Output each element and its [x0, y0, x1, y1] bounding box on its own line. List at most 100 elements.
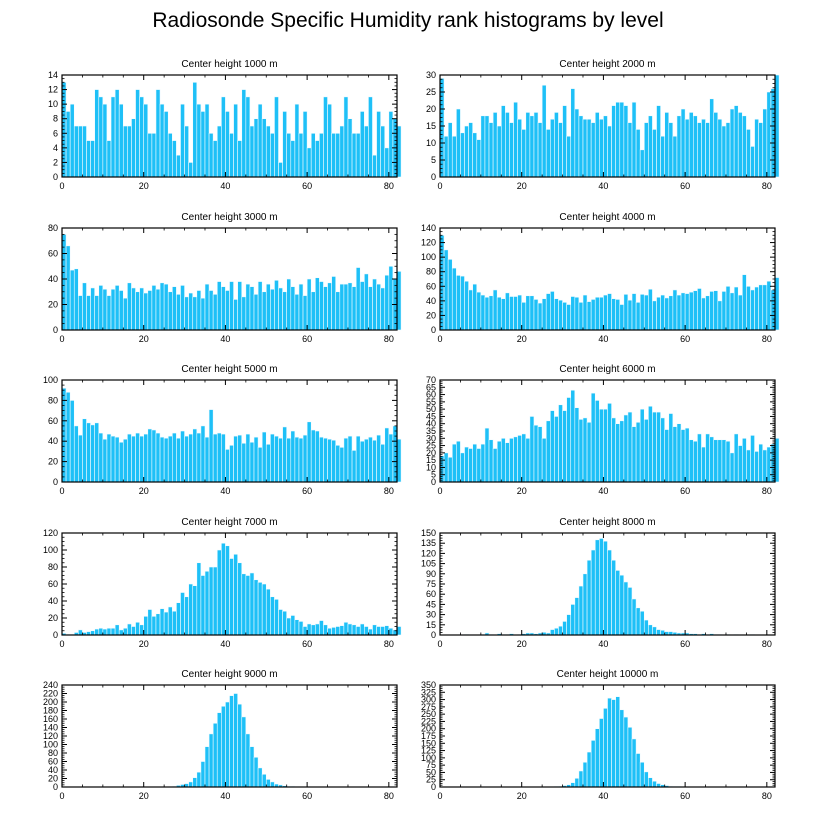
bar	[713, 290, 719, 331]
bar	[302, 111, 308, 178]
panel-4: Center height 4000 m 0 20 40 60 80 0 20 40 60 80 10…	[421, 212, 780, 344]
y-tick-label: 250	[421, 709, 436, 719]
bar	[484, 115, 490, 178]
y-tick-label: 30	[426, 433, 436, 443]
x-tick-label: 0	[59, 486, 64, 496]
bar	[774, 277, 780, 331]
bar	[607, 697, 612, 788]
bar	[384, 625, 390, 636]
bar	[200, 297, 206, 331]
bar	[147, 290, 153, 331]
bar	[131, 435, 136, 483]
bar	[368, 96, 373, 178]
bar	[660, 629, 665, 636]
bar	[69, 269, 75, 331]
bar	[200, 111, 206, 178]
bar	[701, 118, 706, 178]
bar	[754, 118, 759, 178]
y-tick-label: 60	[48, 249, 58, 259]
y-tick-label: 135	[421, 538, 436, 548]
y-tick-label: 35	[426, 426, 436, 436]
y-tick-label: 180	[43, 706, 58, 716]
bar	[660, 417, 665, 483]
bar	[713, 112, 719, 178]
bar	[688, 291, 694, 331]
y-tick-label: 0	[431, 477, 436, 487]
bar	[237, 562, 243, 636]
bar	[355, 626, 361, 636]
bar	[364, 125, 369, 178]
bar	[225, 701, 230, 788]
bar	[380, 287, 386, 331]
bar	[562, 621, 567, 636]
bar	[709, 98, 715, 178]
bar	[631, 293, 637, 331]
y-tick-label: 240	[43, 680, 58, 690]
bar	[558, 404, 563, 483]
bar	[147, 609, 153, 636]
bar	[456, 440, 461, 483]
x-tick-label: 60	[680, 486, 690, 496]
bar	[590, 392, 596, 483]
bar	[586, 301, 592, 331]
bar	[204, 570, 210, 636]
figure-title: Radiosonde Specific Humidity rank histog…	[152, 9, 664, 32]
y-tick-label: 80	[48, 395, 58, 405]
bar	[212, 140, 218, 178]
bar	[306, 147, 312, 178]
y-tick-label: 60	[426, 589, 436, 599]
bar	[286, 617, 292, 636]
y-tick-label: 30	[426, 70, 436, 80]
y-tick-label: 275	[421, 702, 436, 712]
bar	[396, 271, 402, 331]
bar	[513, 101, 518, 178]
bar	[347, 623, 353, 636]
bar	[725, 440, 731, 483]
bar	[668, 122, 674, 178]
y-tick-label: 100	[421, 753, 436, 763]
bar	[754, 451, 759, 483]
bar	[541, 437, 547, 483]
bar	[73, 425, 79, 483]
y-tick-label: 15	[426, 455, 436, 465]
y-tick-label: 15	[426, 620, 436, 630]
bar	[496, 125, 502, 178]
bar	[127, 623, 132, 636]
bar	[176, 293, 181, 331]
panel-title: Center height 10000 m	[557, 669, 659, 680]
bar	[607, 403, 612, 483]
bar	[594, 728, 600, 788]
bar	[233, 103, 238, 178]
bar	[578, 419, 584, 483]
bar	[155, 432, 161, 483]
bar	[643, 122, 649, 178]
bar	[310, 132, 316, 178]
y-tick-label: 25	[426, 775, 436, 785]
y-tick-label: 60	[48, 757, 58, 767]
bar	[355, 132, 361, 178]
bar	[574, 108, 580, 178]
bar	[335, 626, 341, 636]
bar	[388, 111, 394, 178]
bar	[509, 437, 514, 483]
x-tick-label: 40	[220, 181, 230, 191]
bar	[106, 627, 112, 636]
bar	[766, 280, 772, 331]
bar	[607, 549, 612, 636]
bars	[61, 387, 402, 483]
bar	[729, 452, 735, 483]
panel-title: Center height 6000 m	[559, 364, 655, 375]
bar	[253, 756, 259, 788]
bar	[364, 273, 369, 331]
bar	[290, 430, 296, 483]
bar	[623, 581, 629, 636]
bar	[343, 437, 349, 483]
y-tick-label: 20	[48, 774, 58, 784]
bar	[464, 280, 469, 331]
bar	[566, 397, 572, 483]
bar	[627, 587, 633, 636]
bar	[347, 435, 353, 483]
bar	[335, 132, 341, 178]
bar	[488, 439, 494, 483]
bar	[94, 422, 100, 483]
